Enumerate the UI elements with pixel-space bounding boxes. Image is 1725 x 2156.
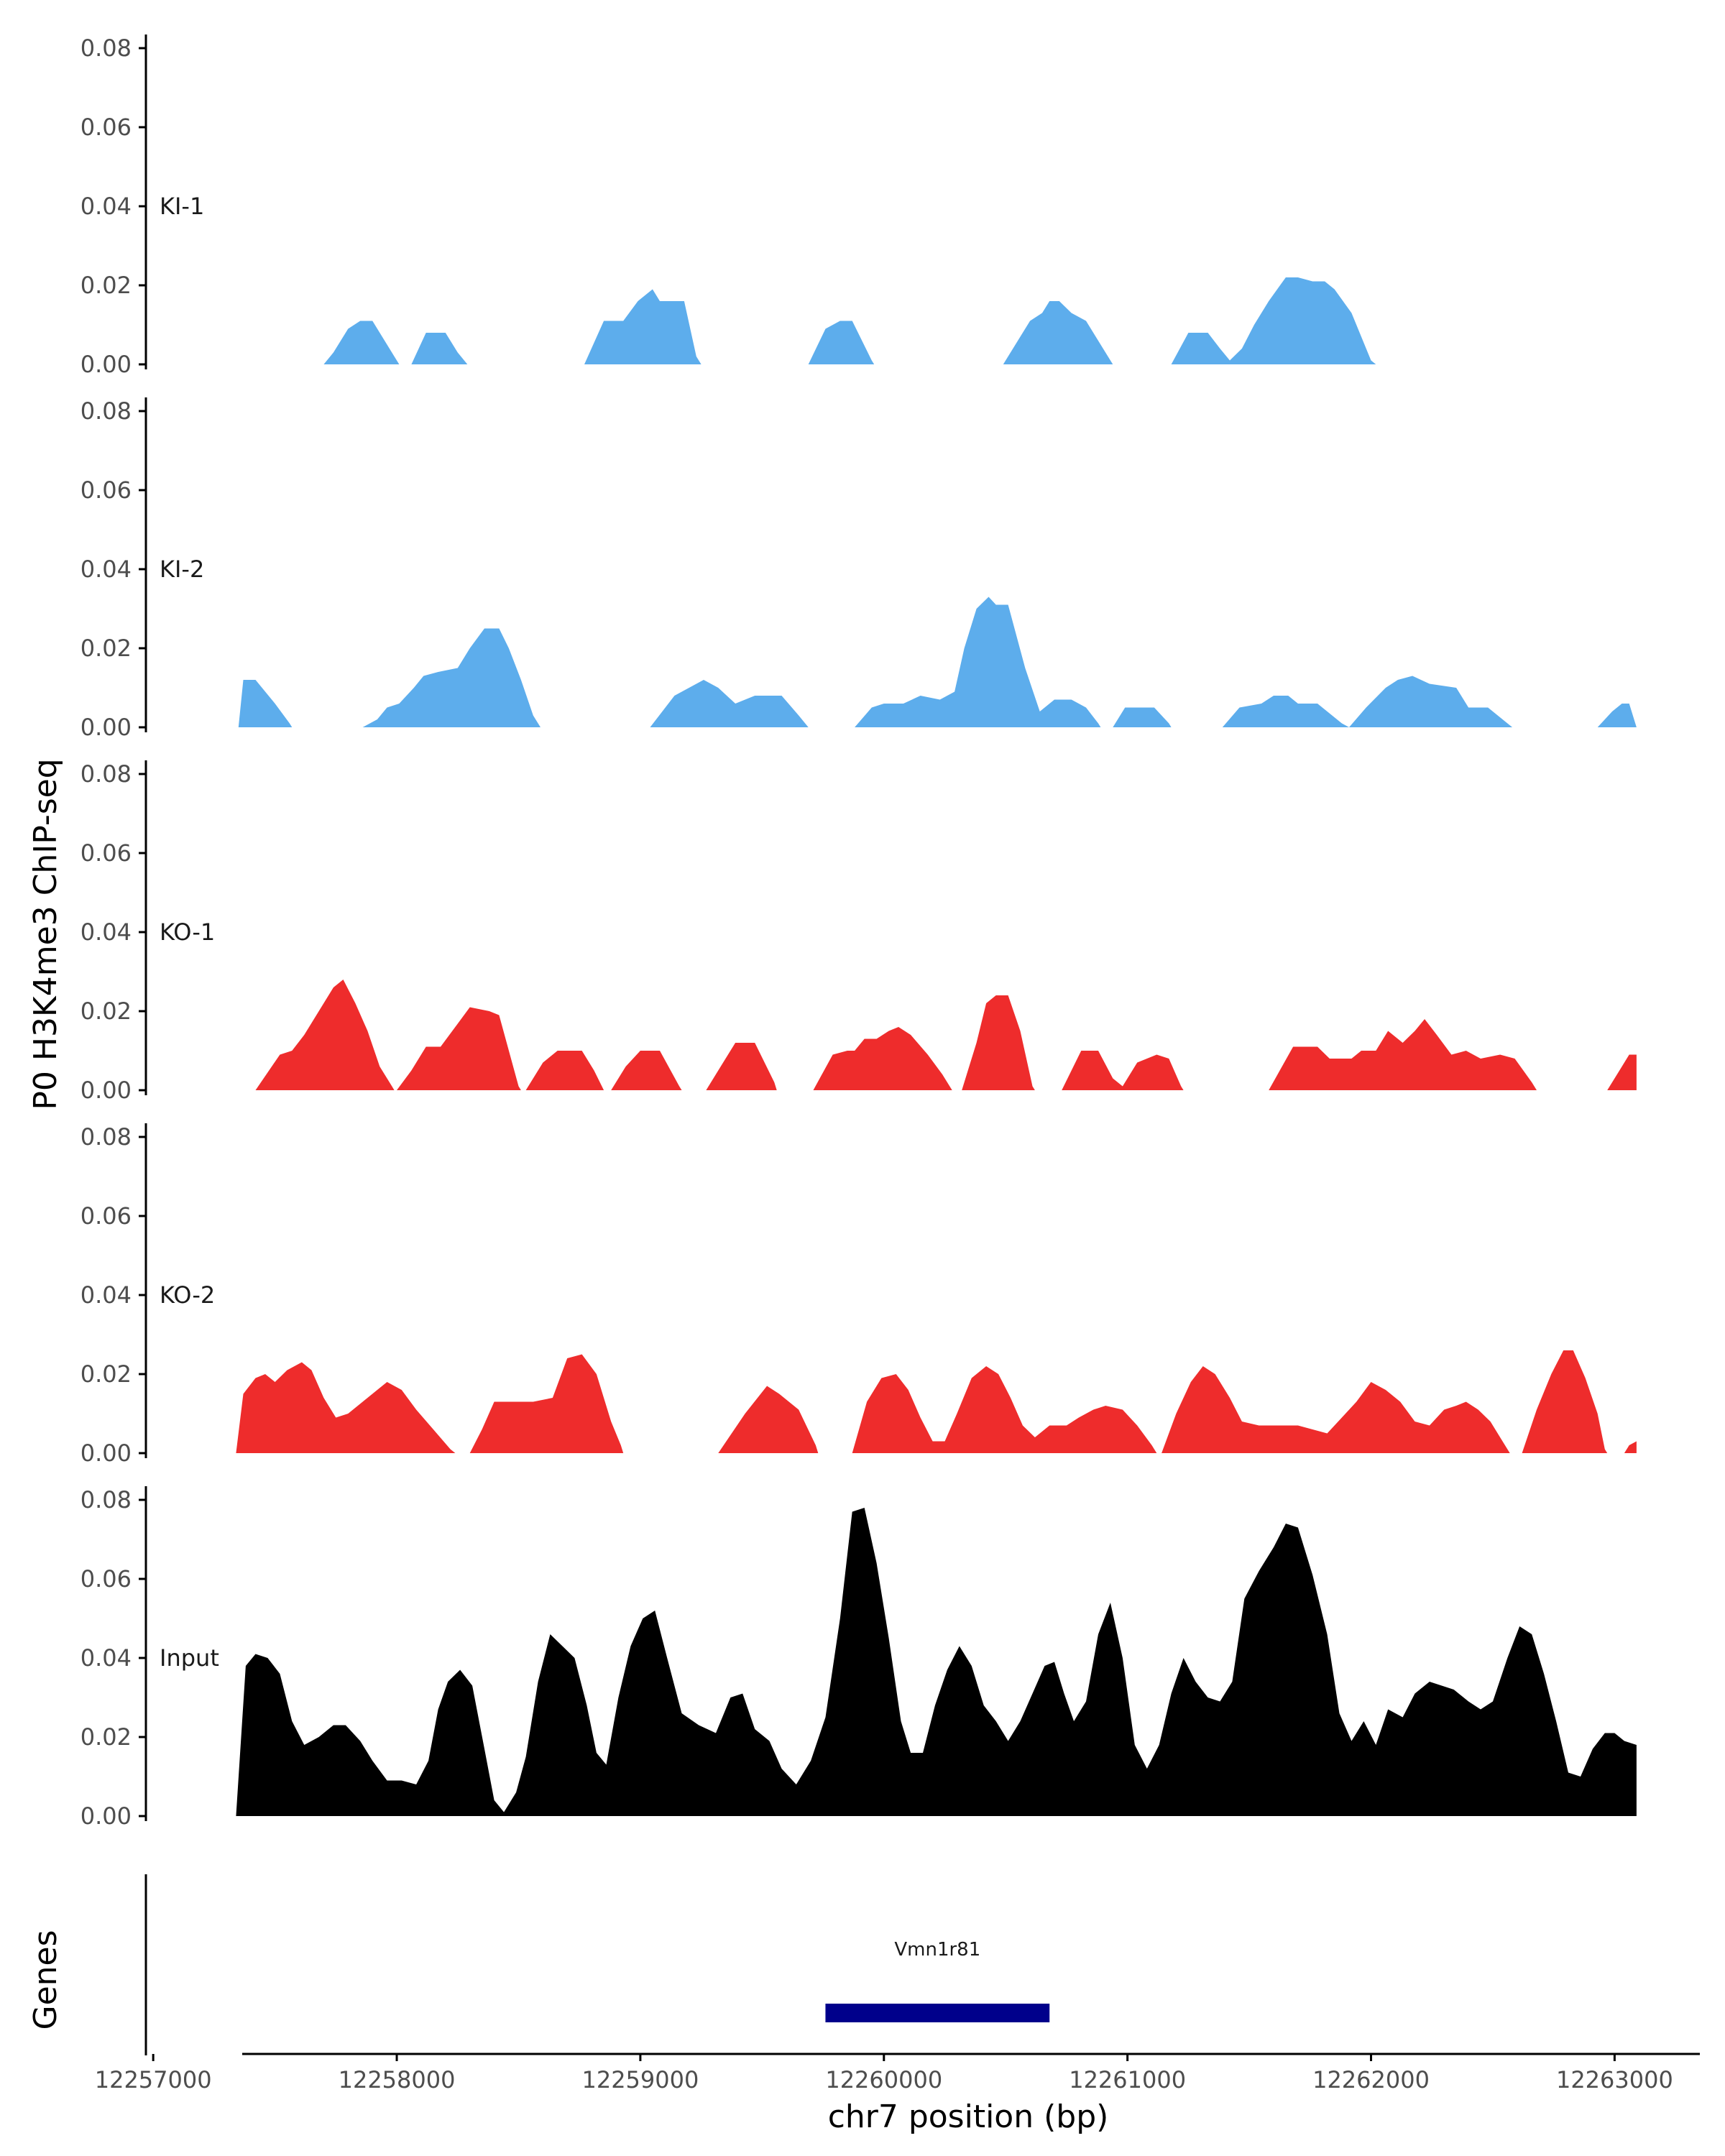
y-tick-label-ko-1: 0.08 [80, 760, 132, 788]
x-tick-label: 12259000 [581, 2066, 699, 2093]
y-tick-label-ko-2: 0.00 [80, 1439, 132, 1467]
y-tick-label-input: 0.06 [80, 1565, 132, 1593]
y-tick-label-input: 0.00 [80, 1802, 132, 1830]
y-tick-label-ko-2: 0.06 [80, 1202, 132, 1230]
track-ko-2: 0.00 0.02 0.04 0.06 0.08 KO-2 [80, 1123, 1637, 1467]
signal-area-ko-1 [255, 980, 1637, 1090]
y-tick-label-ko-2: 0.04 [80, 1281, 132, 1309]
y-tick-label-ko-1: 0.06 [80, 839, 132, 867]
y-tick-label-ko-2: 0.02 [80, 1360, 132, 1388]
x-tick-label: 12260000 [825, 2066, 942, 2093]
track-label-input: Input [160, 1644, 219, 1672]
y-tick-label-ki-1: 0.00 [80, 351, 132, 378]
track-ki-1: 0.00 0.02 0.04 0.06 0.08 KI-1 [80, 34, 1376, 378]
track-label-ki-2: KI-2 [160, 556, 204, 583]
y-tick-label-ko-1: 0.02 [80, 998, 132, 1025]
genes-axis-title: Genes [27, 1930, 64, 2030]
gene-body [825, 2004, 1050, 2022]
signal-area-ki-1 [323, 277, 1376, 364]
x-tick-label: 12257000 [95, 2066, 212, 2093]
signal-area-ki-2 [238, 596, 1637, 727]
track-ko-1: 0.00 0.02 0.04 0.06 0.08 KO-1 [80, 760, 1637, 1104]
x-tick-label: 12263000 [1556, 2066, 1673, 2093]
y-tick-label-input: 0.02 [80, 1723, 132, 1751]
track-ki-2: 0.00 0.02 0.04 0.06 0.08 KI-2 [80, 397, 1637, 741]
signal-area-ko-2 [236, 1350, 1637, 1453]
x-tick-label: 12261000 [1069, 2066, 1186, 2093]
x-axis-title: chr7 position (bp) [828, 2099, 1109, 2135]
signal-area-input [236, 1508, 1637, 1816]
x-tick-label: 12262000 [1312, 2066, 1430, 2093]
gene-label: Vmn1r81 [894, 1939, 980, 1961]
y-tick-label-input: 0.04 [80, 1644, 132, 1672]
y-tick-label-ki-2: 0.02 [80, 635, 132, 662]
signal-tracks: 0.00 0.02 0.04 0.06 0.08 KI-1 0.00 0.02 0.04 0.06… [80, 34, 1637, 1830]
y-axis-title: P0 H3K4me3 ChIP-seq [27, 758, 64, 1110]
x-tick-label: 12258000 [339, 2066, 456, 2093]
y-tick-label-ki-2: 0.00 [80, 714, 132, 741]
y-tick-label-ko-1: 0.00 [80, 1077, 132, 1104]
x-axis: 12257000 12258000 12259000 12260000 12261000… [95, 2053, 1700, 2093]
y-tick-label-ko-2: 0.08 [80, 1123, 132, 1151]
track-input: 0.00 0.02 0.04 0.06 0.08 Input [80, 1486, 1637, 1830]
y-tick-label-ki-1: 0.02 [80, 272, 132, 299]
genes-track: Vmn1r81 [144, 1874, 1050, 2055]
y-tick-label-input: 0.08 [80, 1486, 132, 1514]
track-label-ki-1: KI-1 [160, 193, 204, 220]
y-tick-label-ki-2: 0.06 [80, 476, 132, 504]
y-tick-label-ki-2: 0.04 [80, 556, 132, 583]
y-tick-label-ko-1: 0.04 [80, 918, 132, 946]
track-label-ko-1: KO-1 [160, 918, 215, 946]
y-tick-label-ki-1: 0.08 [80, 34, 132, 62]
y-tick-label-ki-1: 0.06 [80, 114, 132, 141]
y-tick-label-ki-1: 0.04 [80, 193, 132, 220]
y-tick-label-ki-2: 0.08 [80, 397, 132, 425]
track-label-ko-2: KO-2 [160, 1281, 215, 1309]
